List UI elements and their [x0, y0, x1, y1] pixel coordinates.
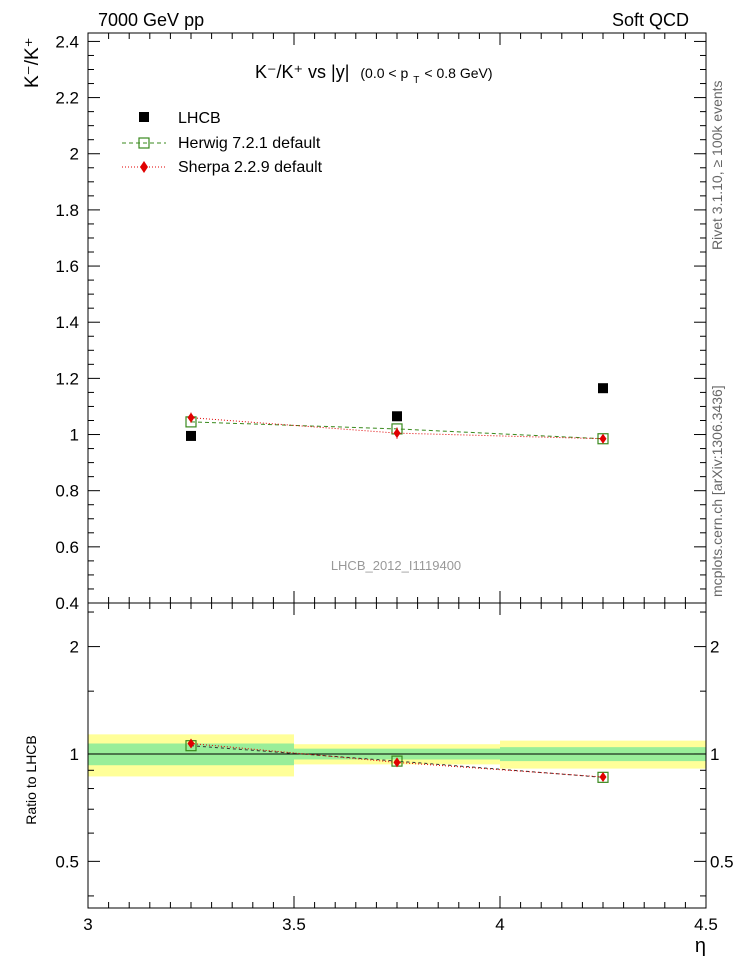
x-tick-label: 4: [495, 915, 504, 934]
main-title-main: K⁻/K⁺ vs |y|: [255, 62, 349, 82]
main-y-tick-label: 0.6: [55, 538, 79, 557]
main-y-tick-label: 2.2: [55, 89, 79, 108]
x-tick-label: 3.5: [282, 915, 306, 934]
main-y-tick-label: 1.6: [55, 257, 79, 276]
main-y-tick-label: 1.4: [55, 313, 79, 332]
ratio-y-tick-label-right: 1: [710, 745, 719, 764]
main-panel: 0.4 0.6 0.8 1 1.2 1.4 1.6 1.8 2 2.2 2.4: [55, 32, 707, 613]
ratio-point-sherpa: [393, 757, 401, 768]
ratio-y-tick-label: 0.5: [55, 852, 79, 871]
x-tick-label: 3: [83, 915, 92, 934]
ratio-y-tick-label: 1: [70, 745, 79, 764]
x-axis-label: η: [695, 935, 706, 957]
main-title-range-open: (0.0 < p: [360, 65, 408, 81]
ratio-panel: 3 3.5 4 4.5 0.5 0.5 1 1 2 2: [55, 602, 734, 934]
legend-label-herwig: Herwig 7.2.1 default: [178, 135, 321, 152]
rivet-side-text: Rivet 3.1.10, ≥ 100k events: [709, 80, 725, 250]
main-y-axis-label: K⁻/K⁺: [22, 37, 43, 88]
main-title: K⁻/K⁺ vs |y| (0.0 < p T < 0.8 GeV): [255, 62, 493, 87]
main-y-tick-label: 2.4: [55, 32, 79, 51]
svg-text:K⁻/K⁺ vs |y| (0.0 < p: K⁻/K⁺ vs |y| (0.0 < p T < 0.8 GeV): [255, 62, 493, 87]
ratio-point-sherpa: [187, 738, 195, 749]
main-y-tick-label: 1.8: [55, 201, 79, 220]
x-tick-label: 4.5: [694, 915, 718, 934]
main-y-tick-label: 0.8: [55, 482, 79, 501]
main-y-tick-label: 1.2: [55, 369, 79, 388]
main-point-lhcb: [186, 430, 196, 441]
legend-label-sherpa: Sherpa 2.2.9 default: [178, 159, 323, 176]
legend-marker-herwig: [138, 137, 150, 149]
mcplots-side-text: mcplots.cern.ch [arXiv:1306.3436]: [709, 385, 725, 597]
ratio-y-tick-label: 2: [70, 638, 79, 657]
ratio-y-axis-label: Ratio to LHCB: [23, 735, 39, 824]
main-y-tick-label: 1: [70, 426, 79, 445]
legend-label-lhcb: LHCB: [178, 110, 221, 127]
main-point-lhcb: [392, 411, 402, 422]
main-point-lhcb: [598, 383, 608, 394]
main-y-tick-label: 0.4: [55, 594, 79, 613]
main-title-range-sub: T: [413, 75, 419, 86]
ratio-point-sherpa: [599, 771, 607, 782]
main-point-sherpa: [599, 433, 607, 444]
ratio-y-tick-label-right: 0.5: [710, 852, 734, 871]
header-left: 7000 GeV pp: [98, 10, 204, 30]
ratio-y-tick-label-right: 2: [710, 638, 719, 657]
legend: LHCB Herwig 7.2.1 default Sherpa 2.2.9 d…: [122, 110, 323, 176]
legend-marker-sherpa: [140, 161, 148, 173]
legend-marker-lhcb: [139, 112, 149, 122]
main-title-range-close: < 0.8 GeV): [424, 65, 492, 81]
analysis-watermark: LHCB_2012_I1119400: [331, 558, 461, 573]
main-point-sherpa: [393, 428, 401, 439]
main-point-sherpa: [187, 412, 195, 423]
main-y-tick-label: 2: [70, 145, 79, 164]
header-right: Soft QCD: [612, 10, 689, 30]
